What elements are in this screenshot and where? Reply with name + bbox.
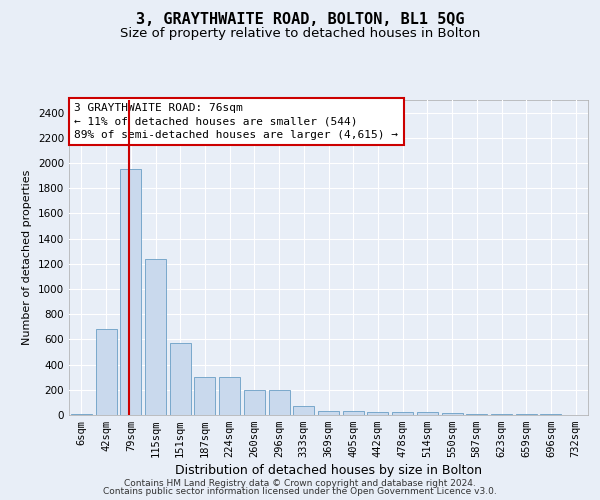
Bar bbox=[442, 413, 463, 415]
Text: Size of property relative to detached houses in Bolton: Size of property relative to detached ho… bbox=[120, 28, 480, 40]
Text: 3 GRAYTHWAITE ROAD: 76sqm
← 11% of detached houses are smaller (544)
89% of semi: 3 GRAYTHWAITE ROAD: 76sqm ← 11% of detac… bbox=[74, 103, 398, 140]
Bar bbox=[269, 390, 290, 415]
Text: Contains public sector information licensed under the Open Government Licence v3: Contains public sector information licen… bbox=[103, 487, 497, 496]
X-axis label: Distribution of detached houses by size in Bolton: Distribution of detached houses by size … bbox=[175, 464, 482, 477]
Bar bbox=[244, 390, 265, 415]
Bar bbox=[95, 330, 116, 415]
Bar bbox=[343, 411, 364, 415]
Bar bbox=[367, 412, 388, 415]
Bar bbox=[293, 406, 314, 415]
Bar bbox=[392, 412, 413, 415]
Bar bbox=[541, 414, 562, 415]
Bar bbox=[170, 343, 191, 415]
Bar bbox=[491, 414, 512, 415]
Text: 3, GRAYTHWAITE ROAD, BOLTON, BL1 5QG: 3, GRAYTHWAITE ROAD, BOLTON, BL1 5QG bbox=[136, 12, 464, 28]
Bar bbox=[417, 412, 438, 415]
Bar bbox=[318, 410, 339, 415]
Bar bbox=[516, 414, 537, 415]
Bar bbox=[194, 377, 215, 415]
Bar bbox=[466, 414, 487, 415]
Bar bbox=[71, 414, 92, 415]
Bar bbox=[120, 170, 141, 415]
Bar bbox=[219, 377, 240, 415]
Text: Contains HM Land Registry data © Crown copyright and database right 2024.: Contains HM Land Registry data © Crown c… bbox=[124, 478, 476, 488]
Y-axis label: Number of detached properties: Number of detached properties bbox=[22, 170, 32, 345]
Bar bbox=[145, 259, 166, 415]
